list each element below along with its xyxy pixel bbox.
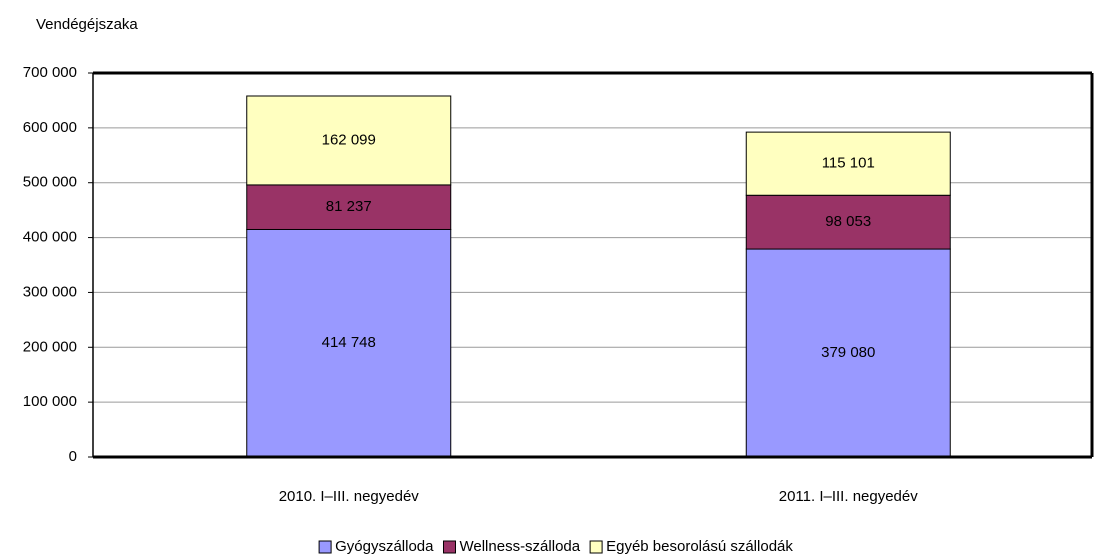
x-tick-label: 2011. I–III. negyedév [779,488,918,505]
bar-segment [246,228,452,458]
y-tick-label: 100 000 [23,393,77,410]
data-label: 379 080 [821,344,875,361]
data-label: 414 748 [322,334,376,351]
legend-label: Wellness-szálloda [459,538,580,555]
legend-swatch [589,540,603,554]
legend-swatch [442,540,456,554]
legend-swatch [318,540,332,554]
y-tick-label: 300 000 [23,283,77,300]
bar-segment [246,184,452,230]
y-tick-label: 200 000 [23,338,77,355]
bar-segment [745,248,951,458]
y-tick-label: 600 000 [23,119,77,136]
y-tick-label: 700 000 [23,64,77,81]
x-tick-label: 2010. I–III. negyedév [279,488,420,505]
y-tick-label: 500 000 [23,174,77,191]
data-label: 98 053 [825,213,871,230]
y-tick-label: 0 [69,448,77,465]
legend-label: Gyógyszálloda [335,538,434,555]
bar-segment [246,95,452,186]
data-label: 115 101 [822,155,875,172]
data-label: 162 099 [322,131,376,148]
legend-label: Egyéb besorolású szállodák [606,538,793,555]
data-label: 81 237 [326,198,372,215]
y-axis-title: Vendégéjszaka [36,16,138,33]
y-tick-label: 400 000 [23,229,77,246]
bar-segment [745,131,951,196]
bar-segment [745,194,951,250]
